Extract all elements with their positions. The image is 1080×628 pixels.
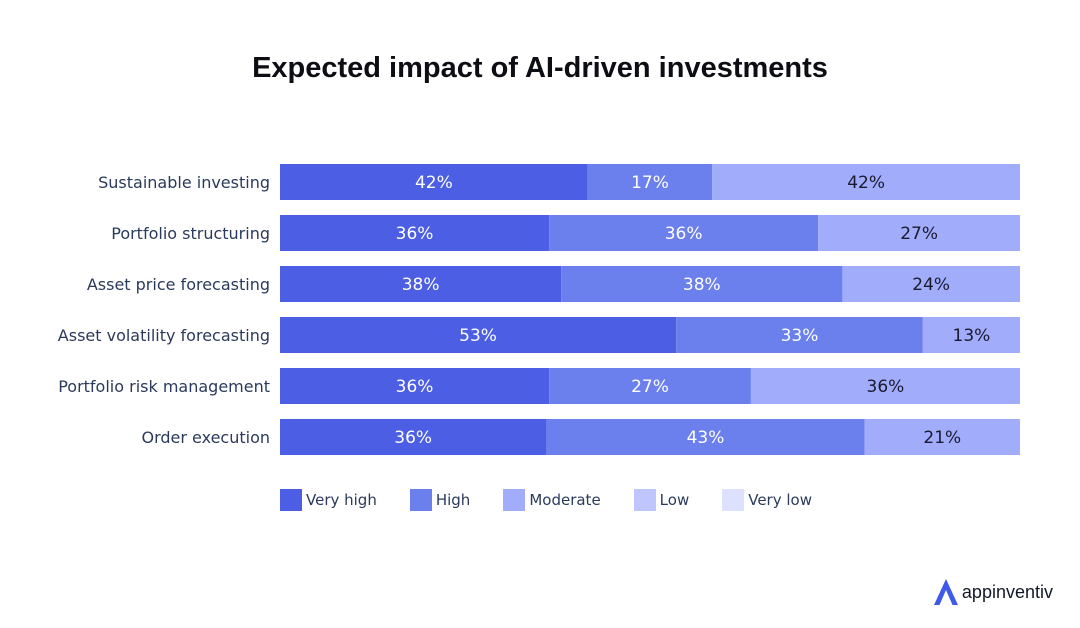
bar-portfolio-risk-management-very-high <box>280 368 550 404</box>
legend-label-moderate: Moderate <box>529 491 601 509</box>
bar-order-execution-very-high <box>280 419 547 455</box>
data-label-order-execution-moderate: 21% <box>923 428 961 448</box>
data-label-asset-price-forecasting-very-high: 38% <box>402 275 440 295</box>
data-label-sustainable-investing-high: 17% <box>631 173 669 193</box>
legend-label-very-low: Very low <box>748 491 812 509</box>
category-label-portfolio-risk-management: Portfolio risk management <box>58 377 270 396</box>
appinventiv-logo-icon <box>933 579 958 605</box>
bar-sustainable-investing-very-high <box>280 164 588 200</box>
bar-portfolio-structuring-very-high <box>280 215 550 251</box>
legend-swatch-moderate <box>503 489 526 511</box>
legend-item-very-high: Very high <box>280 489 377 511</box>
legend-swatch-high <box>409 489 432 511</box>
bar-asset-volatility-forecasting-moderate <box>922 317 1020 353</box>
category-label-portfolio-structuring: Portfolio structuring <box>111 224 270 243</box>
legend-item-moderate: Moderate <box>503 489 601 511</box>
bar-portfolio-risk-management-high <box>549 368 751 404</box>
legend-item-very-low: Very low <box>722 489 812 511</box>
legend-label-low: Low <box>659 491 690 509</box>
data-label-asset-price-forecasting-high: 38% <box>683 275 721 295</box>
data-label-portfolio-risk-management-very-high: 36% <box>396 377 434 397</box>
bar-order-execution-moderate <box>864 419 1020 455</box>
data-label-order-execution-very-high: 36% <box>394 428 432 448</box>
data-label-asset-volatility-forecasting-high: 33% <box>781 326 819 346</box>
data-label-portfolio-structuring-moderate: 27% <box>900 224 938 244</box>
brand-name: appinventiv <box>961 581 1053 602</box>
bar-asset-price-forecasting-very-high <box>280 266 562 302</box>
bar-sustainable-investing-high <box>587 164 713 200</box>
data-label-sustainable-investing-very-high: 42% <box>415 173 453 193</box>
bar-portfolio-structuring-moderate <box>818 215 1020 251</box>
legend-item-low: Low <box>633 489 690 511</box>
data-label-portfolio-structuring-high: 36% <box>665 224 703 244</box>
data-label-order-execution-high: 43% <box>687 428 725 448</box>
legend-swatch-low <box>633 489 656 511</box>
bar-order-execution-high <box>546 419 865 455</box>
chart-title: Expected impact of AI-driven investments <box>252 52 828 84</box>
bar-asset-volatility-forecasting-high <box>676 317 923 353</box>
data-label-asset-volatility-forecasting-moderate: 13% <box>953 326 991 346</box>
bar-asset-price-forecasting-high <box>561 266 843 302</box>
data-label-asset-volatility-forecasting-very-high: 53% <box>459 326 497 346</box>
category-label-asset-price-forecasting: Asset price forecasting <box>87 275 270 294</box>
data-label-portfolio-risk-management-high: 27% <box>631 377 669 397</box>
legend-label-high: High <box>435 491 471 509</box>
bar-portfolio-risk-management-moderate <box>750 368 1020 404</box>
bar-asset-volatility-forecasting-very-high <box>280 317 677 353</box>
category-label-asset-volatility-forecasting: Asset volatility forecasting <box>58 326 270 345</box>
bar-portfolio-structuring-high <box>549 215 819 251</box>
data-label-portfolio-risk-management-moderate: 36% <box>867 377 905 397</box>
legend-swatch-very-high <box>280 489 302 511</box>
data-label-portfolio-structuring-very-high: 36% <box>396 224 434 244</box>
bar-sustainable-investing-moderate <box>712 164 1020 200</box>
legend-label-very-high: Very high <box>306 491 377 509</box>
brand-logo: appinventiv <box>933 578 1053 606</box>
bar-asset-price-forecasting-moderate <box>842 266 1020 302</box>
data-label-sustainable-investing-moderate: 42% <box>847 173 885 193</box>
category-label-sustainable-investing: Sustainable investing <box>98 173 270 192</box>
chart-legend: Very high High Moderate Low Very low <box>280 489 845 511</box>
data-label-asset-price-forecasting-moderate: 24% <box>912 275 950 295</box>
category-label-order-execution: Order execution <box>141 428 270 447</box>
legend-item-high: High <box>409 489 471 511</box>
legend-swatch-very-low <box>722 489 745 511</box>
